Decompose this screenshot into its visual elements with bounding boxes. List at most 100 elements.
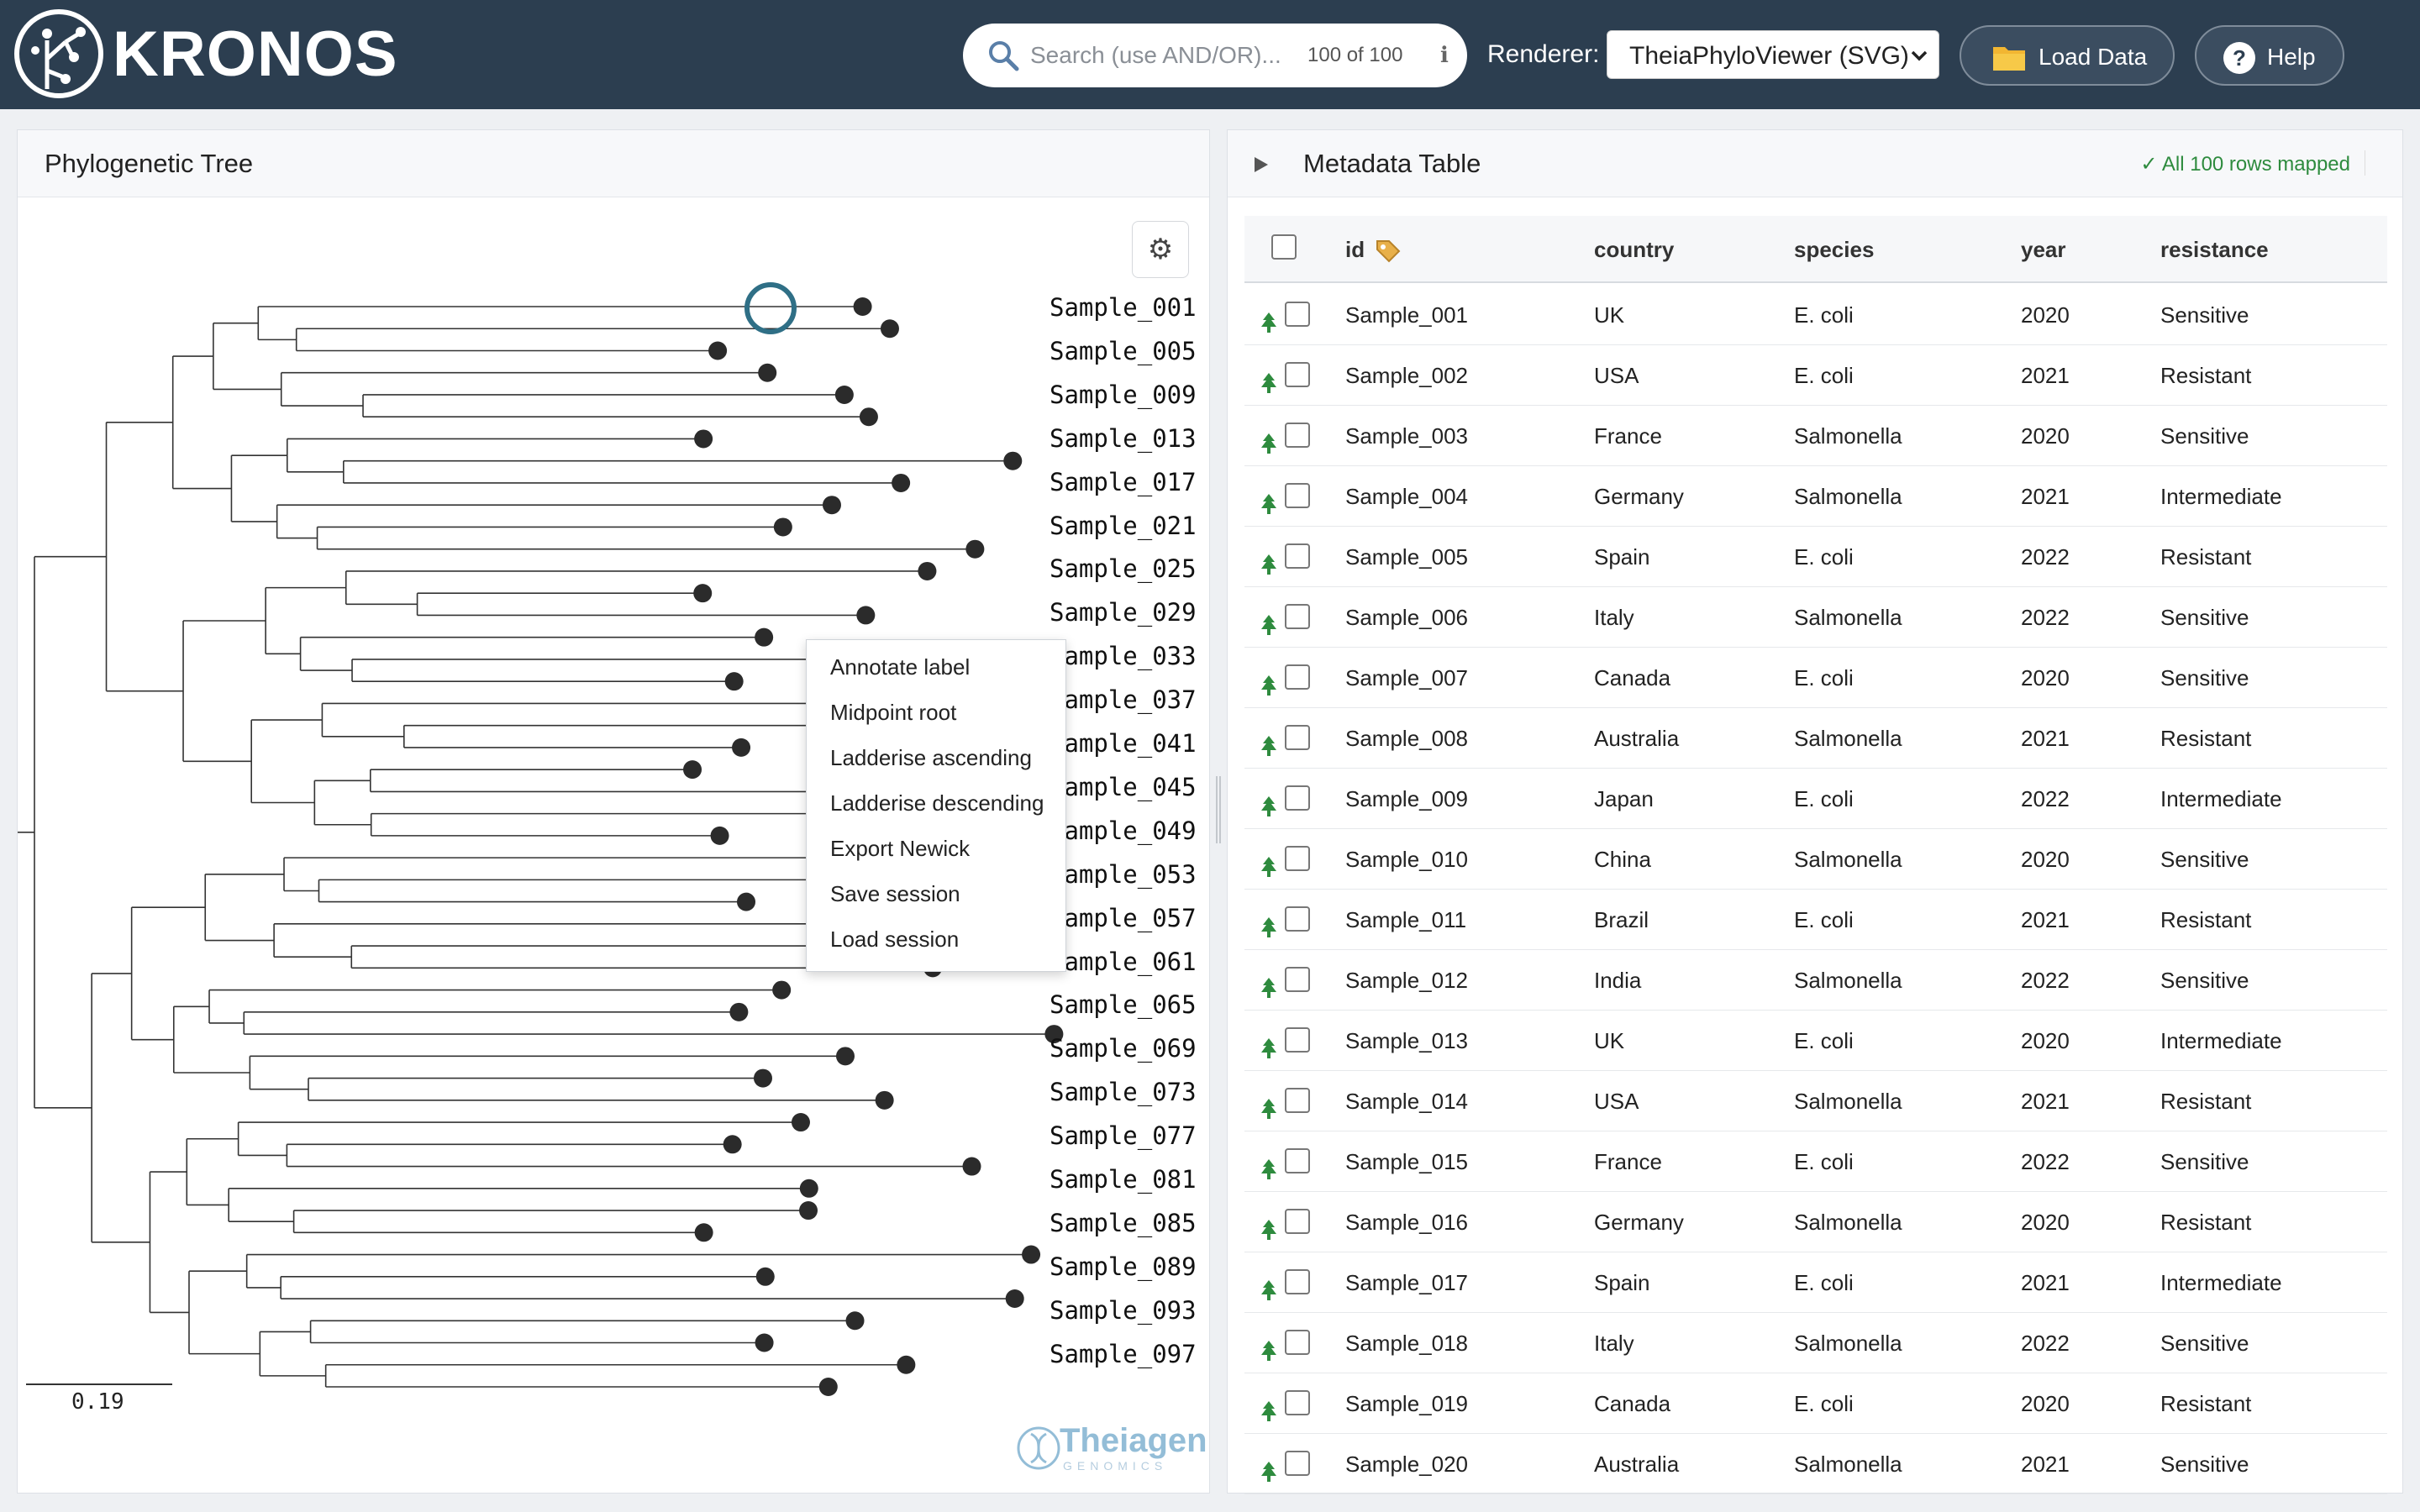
row-checkbox[interactable] (1285, 1027, 1310, 1053)
tree-leaf-label[interactable]: Sample_077 (1050, 1121, 1197, 1151)
row-checkbox[interactable] (1285, 1209, 1310, 1234)
panel-resize-handle[interactable] (1216, 776, 1221, 843)
tree-leaf-label[interactable]: Sample_049 (1050, 816, 1197, 845)
load-data-button[interactable]: Load Data (1960, 25, 2175, 86)
tree-tip-node[interactable] (755, 1333, 774, 1352)
table-row[interactable]: Sample_007 Canada E. coli 2020 Sensitive (1244, 648, 2387, 708)
column-header-id[interactable]: id (1345, 237, 1365, 262)
tree-tip-node[interactable] (791, 1113, 810, 1132)
menu-item-ladderise-ascending[interactable]: Ladderise ascending (830, 745, 1032, 770)
search-input[interactable] (1030, 35, 1307, 76)
table-row[interactable]: Sample_020 Australia Salmonella 2021 Sensiti… (1244, 1434, 2387, 1494)
row-checkbox[interactable] (1285, 302, 1310, 327)
tree-leaf-label[interactable]: Sample_025 (1050, 554, 1197, 584)
tree-tip-node[interactable] (773, 517, 792, 537)
tree-leaf-label[interactable]: Sample_085 (1050, 1208, 1197, 1237)
tree-tip-node[interactable] (1005, 1289, 1024, 1309)
renderer-select[interactable]: TheiaPhyloViewer (SVG) (1607, 30, 1939, 79)
tree-leaf-label[interactable]: Sample_093 (1050, 1295, 1197, 1325)
tree-tip-node[interactable] (737, 892, 756, 911)
row-checkbox[interactable] (1285, 362, 1310, 387)
tree-tip-node[interactable] (853, 297, 872, 316)
tree-tip-node[interactable] (723, 1135, 742, 1154)
table-row[interactable]: Sample_003 France Salmonella 2020 Sensitive (1244, 406, 2387, 466)
tree-tip-node[interactable] (822, 496, 841, 515)
table-row[interactable]: Sample_015 France E. coli 2022 Sensitive (1244, 1131, 2387, 1192)
tree-tip-node[interactable] (710, 826, 729, 845)
tree-leaf-label[interactable]: Sample_081 (1050, 1165, 1197, 1194)
info-icon[interactable]: ℹ (1440, 42, 1449, 67)
column-header-year[interactable]: year (2021, 237, 2066, 262)
row-checkbox[interactable] (1285, 1088, 1310, 1113)
tree-tip-node[interactable] (1003, 451, 1023, 470)
tree-leaf-label[interactable]: Sample_089 (1050, 1252, 1197, 1281)
row-checkbox[interactable] (1285, 785, 1310, 811)
menu-item-midpoint-root[interactable]: Midpoint root (830, 700, 957, 725)
tree-tip-node[interactable] (799, 1201, 818, 1221)
tree-tip-node[interactable] (1022, 1245, 1041, 1264)
tree-tip-node[interactable] (834, 385, 854, 404)
tree-leaf-label[interactable]: Sample_073 (1050, 1078, 1197, 1107)
tree-leaf-label[interactable]: Sample_097 (1050, 1339, 1197, 1368)
table-row[interactable]: Sample_005 Spain E. coli 2022 Resistant (1244, 527, 2387, 587)
row-checkbox[interactable] (1285, 604, 1310, 629)
tree-tip-node[interactable] (732, 738, 751, 757)
tree-tip-node[interactable] (753, 1068, 772, 1088)
row-checkbox[interactable] (1285, 846, 1310, 871)
row-checkbox[interactable] (1285, 1330, 1310, 1355)
table-row[interactable]: Sample_008 Australia Salmonella 2021 Resista… (1244, 708, 2387, 769)
tree-tip-node[interactable] (918, 561, 937, 580)
tree-tip-node[interactable] (799, 1179, 818, 1198)
tree-tip-node[interactable] (875, 1090, 894, 1110)
menu-item-annotate-label[interactable]: Annotate label (830, 654, 971, 680)
menu-item-export-newick[interactable]: Export Newick (830, 836, 971, 861)
tree-leaf-label[interactable]: Sample_053 (1050, 859, 1197, 889)
column-header-species[interactable]: species (1794, 237, 1875, 262)
row-checkbox[interactable] (1285, 1269, 1310, 1294)
table-row[interactable]: Sample_014 USA Salmonella 2021 Resistant (1244, 1071, 2387, 1131)
tree-tip-node[interactable] (859, 407, 878, 427)
row-checkbox[interactable] (1285, 906, 1310, 932)
table-row[interactable]: Sample_016 Germany Salmonella 2020 Resistant (1244, 1192, 2387, 1252)
tree-tip-node[interactable] (755, 627, 774, 647)
tree-tip-node[interactable] (694, 429, 713, 449)
tree-tip-node[interactable] (965, 539, 985, 559)
tree-leaf-label[interactable]: Sample_017 (1050, 467, 1197, 496)
tree-leaf-label[interactable]: Sample_005 (1050, 336, 1197, 365)
select-all-checkbox[interactable] (1271, 234, 1297, 260)
row-checkbox[interactable] (1285, 1390, 1310, 1415)
column-header-country[interactable]: country (1594, 237, 1675, 262)
column-header-resistance[interactable]: resistance (2160, 237, 2269, 262)
tree-leaf-label[interactable]: Sample_001 (1050, 293, 1197, 322)
row-checkbox[interactable] (1285, 543, 1310, 569)
menu-item-load-session[interactable]: Load session (830, 927, 960, 952)
table-row[interactable]: Sample_019 Canada E. coli 2020 Resistant (1244, 1373, 2387, 1434)
tree-tip-node[interactable] (880, 319, 899, 339)
table-row[interactable]: Sample_004 Germany Salmonella 2021 Intermedi… (1244, 466, 2387, 527)
tree-tip-node[interactable] (892, 473, 911, 492)
menu-item-save-session[interactable]: Save session (830, 881, 960, 906)
table-row[interactable]: Sample_013 UK E. coli 2020 Intermediate (1244, 1011, 2387, 1071)
tree-leaf-label[interactable]: Sample_037 (1050, 685, 1197, 715)
tree-leaf-label[interactable]: Sample_057 (1050, 903, 1197, 932)
tree-tip-node[interactable] (836, 1047, 855, 1066)
tree-tip-node[interactable] (845, 1311, 865, 1331)
tree-leaf-label[interactable]: Sample_045 (1050, 772, 1197, 801)
tree-leaf-label[interactable]: Sample_069 (1050, 1034, 1197, 1063)
search-box[interactable]: 100 of 100 ℹ (963, 24, 1467, 87)
help-button[interactable]: ? Help (2195, 25, 2344, 86)
tree-tip-node[interactable] (772, 980, 792, 1000)
table-row[interactable]: Sample_002 USA E. coli 2021 Resistant (1244, 345, 2387, 406)
table-row[interactable]: Sample_009 Japan E. coli 2022 Intermediate (1244, 769, 2387, 829)
row-checkbox[interactable] (1285, 1451, 1310, 1476)
tree-tip-node[interactable] (693, 584, 713, 603)
row-checkbox[interactable] (1285, 967, 1310, 992)
tree-leaf-label[interactable]: Sample_033 (1050, 642, 1197, 671)
tree-tip-node[interactable] (724, 672, 744, 691)
tree-tip-node[interactable] (708, 341, 728, 360)
tree-leaf-label[interactable]: Sample_065 (1050, 990, 1197, 1020)
tree-tip-node[interactable] (729, 1002, 749, 1021)
row-checkbox[interactable] (1285, 423, 1310, 448)
table-row[interactable]: Sample_012 India Salmonella 2022 Sensitive (1244, 950, 2387, 1011)
tree-leaf-label[interactable]: Sample_029 (1050, 598, 1197, 627)
